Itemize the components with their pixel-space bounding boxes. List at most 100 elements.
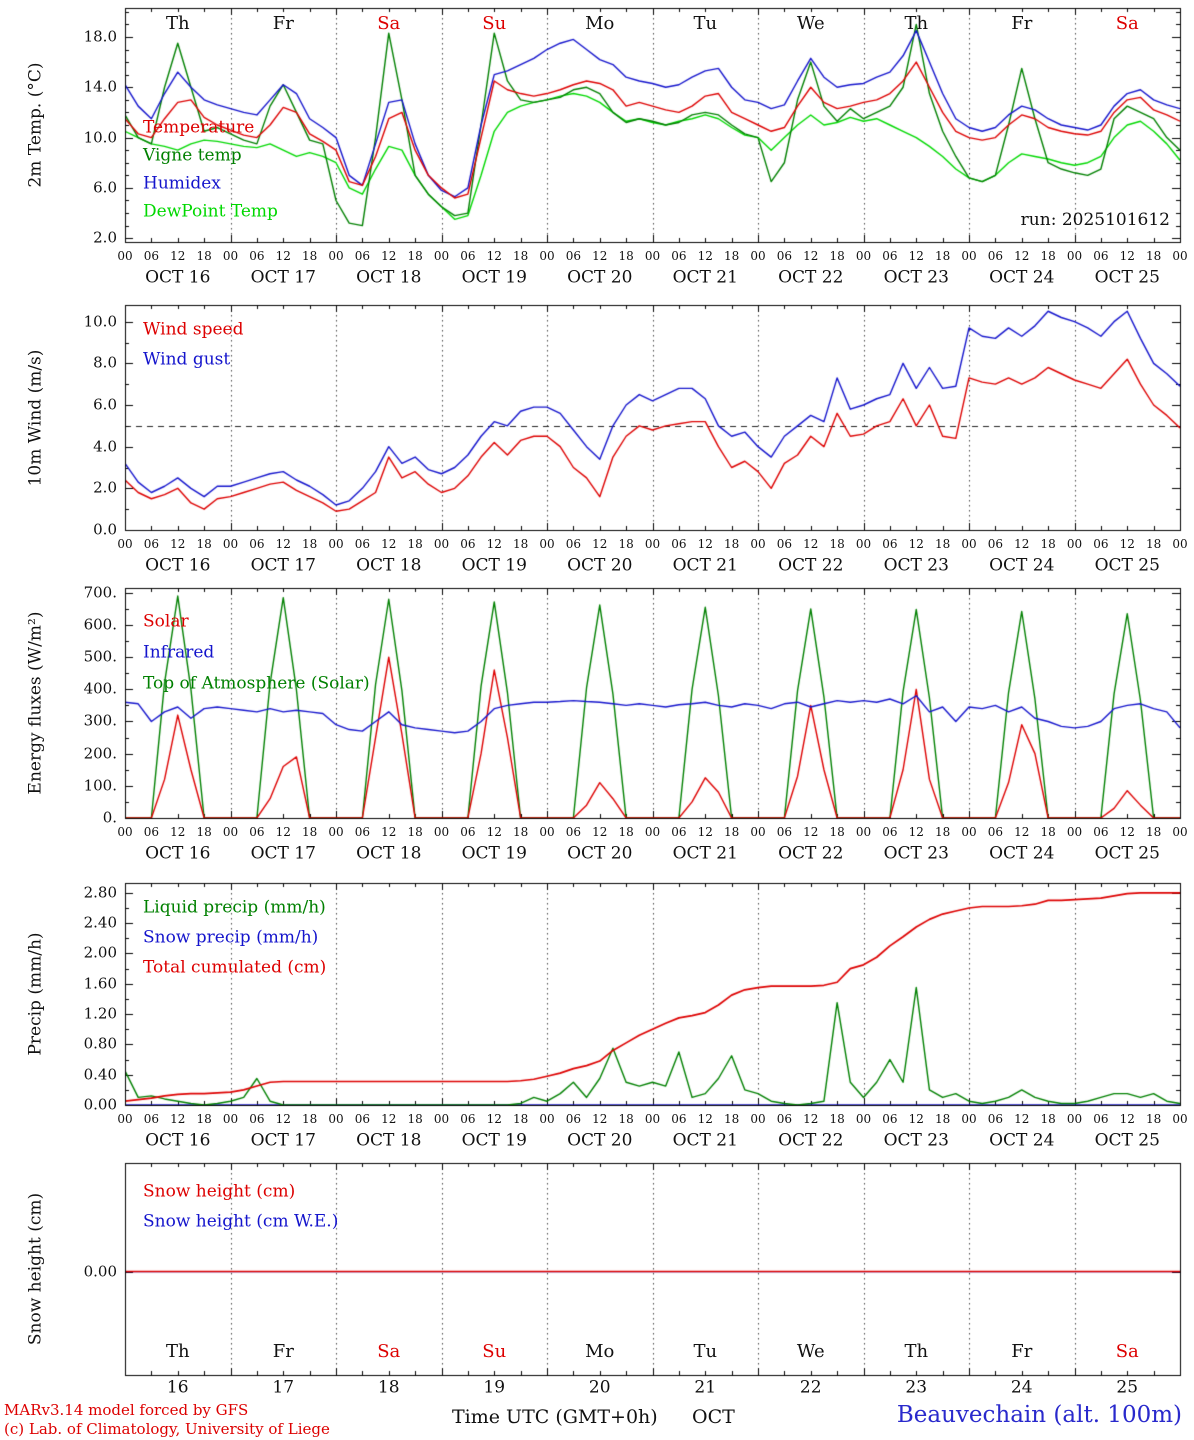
hour-tick-label: 06 — [882, 249, 898, 263]
hour-tick-label: 18 — [1145, 825, 1162, 839]
hour-tick-label: 18 — [196, 537, 212, 551]
date-label: OCT 22 — [778, 1130, 844, 1151]
date-label: OCT 24 — [989, 843, 1055, 864]
hour-tick-label: 00 — [222, 825, 239, 839]
day-name-label: Fr — [272, 1341, 294, 1362]
hour-tick-label: 12 — [170, 825, 186, 839]
legend-entry: Total cumulated (cm) — [143, 957, 327, 978]
day-name-label: Fr — [1011, 1341, 1033, 1362]
hour-tick-label: 18 — [301, 825, 318, 839]
hour-tick-label: 00 — [855, 249, 872, 263]
hour-tick-label: 12 — [908, 1112, 924, 1126]
hour-tick-label: 12 — [803, 537, 819, 551]
date-label: OCT 20 — [567, 843, 633, 864]
y-tick-label: 0.00 — [83, 1095, 117, 1114]
hour-tick-label: 06 — [460, 249, 476, 263]
y-tick-label: 6.0 — [93, 395, 117, 414]
hour-tick-label: 12 — [486, 825, 502, 839]
hour-tick-label: 12 — [592, 249, 608, 263]
hour-tick-label: 12 — [170, 249, 186, 263]
hour-tick-label: 12 — [486, 1112, 502, 1126]
hour-tick-label: 12 — [1014, 825, 1030, 839]
date-label: OCT 23 — [883, 555, 949, 576]
date-label: OCT 18 — [356, 267, 422, 288]
hour-tick-label: 06 — [776, 537, 793, 551]
hour-tick-label: 18 — [1145, 1112, 1162, 1126]
date-number-label: 24 — [1010, 1377, 1033, 1398]
time-axis-title: Time UTC (GMT+0h) — [452, 1406, 658, 1428]
hour-tick-label: 00 — [117, 537, 133, 551]
y-tick-label: 0.80 — [83, 1034, 117, 1053]
y-tick-label: 500. — [83, 647, 117, 666]
date-number-label: 17 — [272, 1377, 295, 1398]
hour-tick-label: 06 — [143, 1112, 160, 1126]
hour-tick-label: 06 — [460, 1112, 476, 1126]
hour-tick-label: 00 — [1066, 825, 1083, 839]
legend-entry: Infrared — [143, 642, 215, 663]
hour-tick-label: 06 — [354, 249, 371, 263]
hour-tick-label: 06 — [143, 537, 160, 551]
y-tick-label: 700. — [83, 583, 117, 602]
hour-tick-label: 12 — [908, 249, 924, 263]
hour-tick-label: 00 — [1172, 1112, 1188, 1126]
hour-tick-label: 06 — [987, 1112, 1004, 1126]
date-label: OCT 25 — [1094, 267, 1160, 288]
date-number-label: 19 — [483, 1377, 506, 1398]
legend-entry: Humidex — [143, 173, 221, 194]
hour-tick-label: 06 — [249, 249, 265, 263]
date-label: OCT 24 — [989, 555, 1055, 576]
hour-tick-label: 00 — [961, 249, 977, 263]
date-label: OCT 20 — [567, 267, 633, 288]
hour-tick-label: 12 — [1119, 249, 1135, 263]
y-tick-label: 8.0 — [93, 353, 117, 372]
y-tick-label: 0. — [102, 808, 117, 827]
hour-tick-label: 06 — [249, 1112, 265, 1126]
day-name-label: Th — [904, 13, 929, 34]
y-tick-label: 1.60 — [83, 974, 117, 993]
hour-tick-label: 12 — [697, 249, 713, 263]
legend-entry: Solar — [143, 611, 189, 632]
day-name-label: We — [796, 1341, 825, 1362]
hour-tick-label: 06 — [565, 1112, 582, 1126]
hour-tick-label: 18 — [1040, 825, 1056, 839]
y-tick-label: 2.0 — [93, 478, 117, 497]
legend-entry: Snow height (cm) — [143, 1181, 296, 1202]
day-name-label: Su — [482, 1341, 507, 1362]
hour-tick-label: 18 — [618, 537, 634, 551]
hour-tick-label: 18 — [301, 249, 318, 263]
hour-tick-label: 00 — [433, 537, 450, 551]
hour-tick-label: 12 — [381, 825, 397, 839]
day-name-label: Sa — [1115, 13, 1139, 34]
date-label: OCT 20 — [567, 1130, 633, 1151]
hour-tick-label: 00 — [117, 249, 133, 263]
y-tick-label: 10.0 — [83, 128, 117, 147]
date-number-label: 21 — [694, 1377, 717, 1398]
date-label: OCT 20 — [567, 555, 633, 576]
hour-tick-label: 00 — [750, 1112, 766, 1126]
hour-tick-label: 12 — [803, 1112, 819, 1126]
y-tick-label: 0.40 — [83, 1065, 117, 1084]
date-label: OCT 24 — [989, 267, 1055, 288]
hour-tick-label: 18 — [829, 825, 845, 839]
legend-entry: Temperature — [143, 117, 255, 138]
hour-tick-label: 06 — [354, 537, 371, 551]
hour-tick-label: 00 — [961, 537, 977, 551]
day-name-label: Sa — [377, 13, 401, 34]
date-label: OCT 16 — [145, 267, 211, 288]
hour-tick-label: 12 — [803, 825, 819, 839]
hour-tick-label: 00 — [117, 825, 133, 839]
legend-entry: Liquid precip (mm/h) — [143, 897, 326, 918]
hour-tick-label: 12 — [1119, 825, 1135, 839]
hour-tick-label: 06 — [565, 825, 582, 839]
day-name-label: Fr — [272, 13, 294, 34]
hour-tick-label: 12 — [1014, 249, 1030, 263]
date-label: OCT 22 — [778, 843, 844, 864]
legend-entry: Vigne temp — [143, 145, 242, 166]
y-tick-label: 6.0 — [93, 178, 117, 197]
energy-flux-panel-canvas — [0, 580, 1194, 875]
day-name-label: Sa — [1115, 1341, 1139, 1362]
hour-tick-label: 00 — [855, 537, 872, 551]
hour-tick-label: 12 — [275, 825, 291, 839]
date-number-label: 20 — [588, 1377, 611, 1398]
